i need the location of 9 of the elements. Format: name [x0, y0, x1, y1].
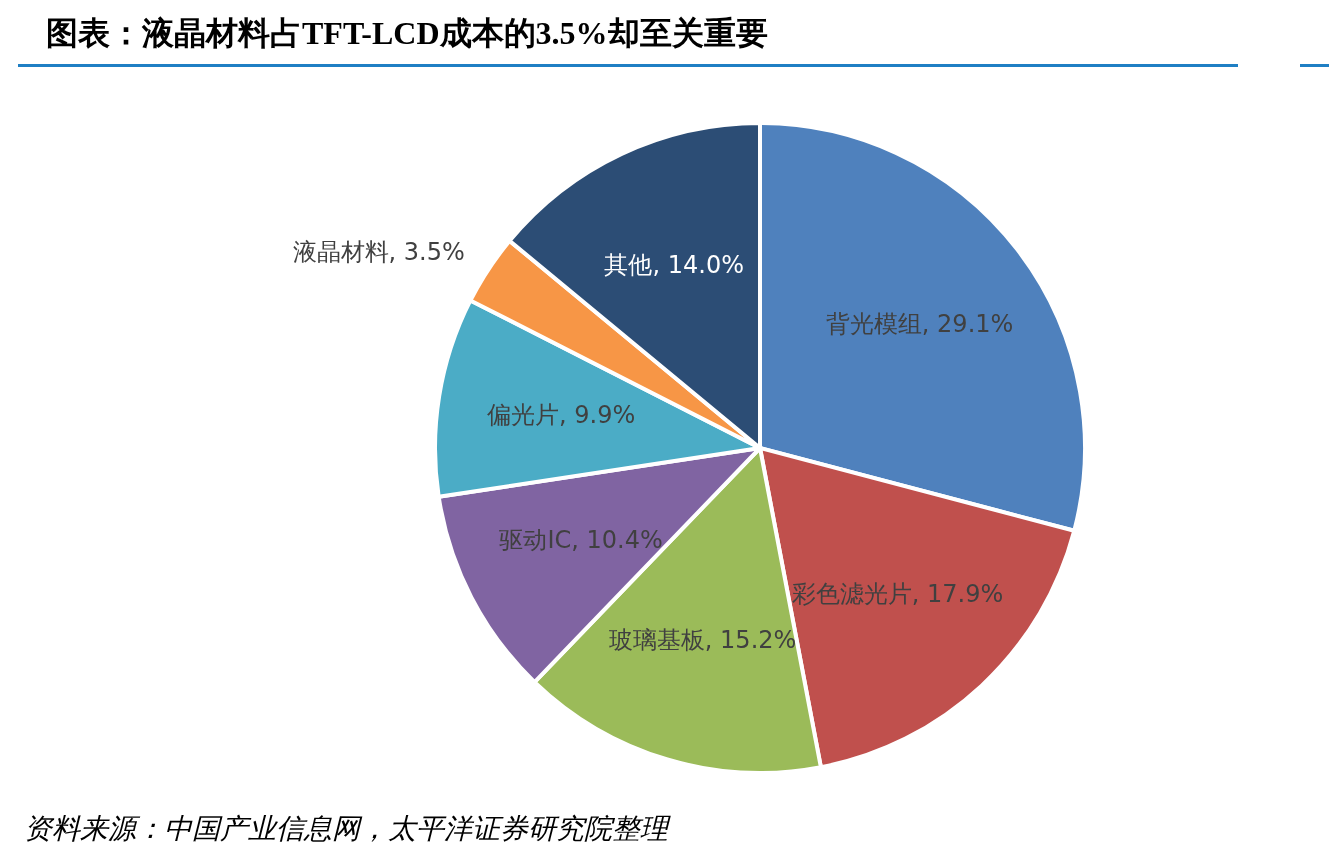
- slice-label: 彩色滤光片, 17.9%: [791, 580, 1004, 609]
- slice-label: 驱动IC, 10.4%: [499, 525, 663, 554]
- slice-label: 玻璃基板, 15.2%: [608, 626, 797, 655]
- text: 资料来源：中国产业信息网，太平洋证券研究院整理: [24, 813, 671, 844]
- chart-title: 图表：液晶材料占TFT-LCD成本的3.5%却至关重要: [46, 15, 768, 51]
- slice-label: 背光模组, 29.1%: [825, 310, 1014, 338]
- slice-label: 偏光片, 9.9%: [486, 400, 636, 429]
- slice-label: 液晶材料, 3.5%: [292, 237, 465, 266]
- slice-label: 其他, 14.0%: [604, 250, 744, 279]
